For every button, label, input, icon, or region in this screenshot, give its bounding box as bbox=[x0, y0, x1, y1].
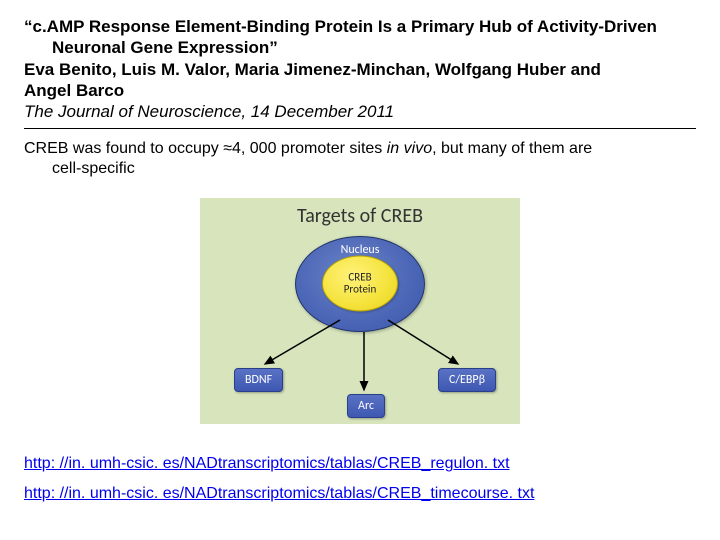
title-line-2: Neuronal Gene Expression” bbox=[24, 37, 696, 58]
links-block: http: //in. umh-csic. es/NADtranscriptom… bbox=[24, 455, 696, 503]
body-line-2: cell-specific bbox=[24, 159, 696, 179]
paper-title: “c.AMP Response Element-Binding Protein … bbox=[24, 16, 696, 59]
link-row-2: http: //in. umh-csic. es/NADtranscriptom… bbox=[24, 485, 696, 503]
link-row-1: http: //in. umh-csic. es/NADtranscriptom… bbox=[24, 455, 696, 473]
journal-name: The Journal of Neuroscience, bbox=[24, 102, 246, 121]
body-text: CREB was found to occupy ≈4, 000 promote… bbox=[24, 139, 696, 179]
journal-line: The Journal of Neuroscience, 14 December… bbox=[24, 101, 696, 122]
timecourse-link[interactable]: http: //in. umh-csic. es/NADtranscriptom… bbox=[24, 485, 534, 503]
regulon-link[interactable]: http: //in. umh-csic. es/NADtranscriptom… bbox=[24, 455, 510, 473]
creb-targets-diagram: Targets of CREB Nucleus CREB Protein BDN… bbox=[199, 197, 521, 425]
citation-block: “c.AMP Response Element-Binding Protein … bbox=[24, 16, 696, 122]
target-box: BDNF bbox=[234, 368, 283, 392]
authors: Eva Benito, Luis M. Valor, Maria Jimenez… bbox=[24, 59, 696, 102]
body-italic: in vivo bbox=[387, 140, 432, 157]
body-part-b: , but many of them are bbox=[432, 140, 592, 157]
pub-date: 14 December 2011 bbox=[246, 102, 394, 121]
divider bbox=[24, 128, 696, 129]
body-part-a: CREB was found to occupy ≈4, 000 promote… bbox=[24, 140, 387, 157]
diagram-title: Targets of CREB bbox=[200, 198, 520, 228]
diagram-container: Targets of CREB Nucleus CREB Protein BDN… bbox=[195, 193, 525, 429]
nucleus-ellipse: Nucleus CREB Protein bbox=[295, 236, 425, 332]
target-box: Arc bbox=[347, 394, 385, 418]
authors-line-2: Angel Barco bbox=[24, 81, 124, 100]
authors-line-1: Eva Benito, Luis M. Valor, Maria Jimenez… bbox=[24, 60, 601, 79]
creb-protein-ellipse: CREB Protein bbox=[322, 255, 398, 311]
title-line-1: “c.AMP Response Element-Binding Protein … bbox=[24, 17, 657, 36]
creb-label: CREB Protein bbox=[344, 271, 376, 295]
target-box: C/EBPβ bbox=[438, 368, 496, 392]
